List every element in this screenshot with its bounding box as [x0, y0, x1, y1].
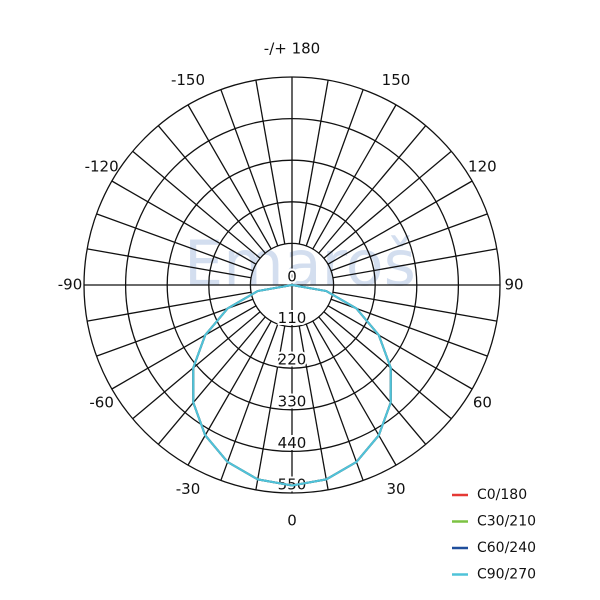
theta-tick-label: 120 [468, 158, 497, 176]
theta-tick-label: -30 [176, 480, 201, 498]
legend-label: C60/240 [477, 540, 536, 556]
curve [192, 284, 392, 487]
ring [83, 76, 501, 494]
r-tick-label: 440 [278, 434, 307, 452]
theta-tick-label: 0 [287, 512, 297, 530]
r-tick-label: 220 [278, 351, 307, 369]
theta-tick-label: 60 [473, 394, 492, 412]
r-tick-label: 330 [278, 392, 307, 410]
ring [208, 201, 376, 369]
theta-tick-label: 90 [504, 276, 523, 294]
r-tick-label: 110 [278, 309, 307, 327]
ring [124, 117, 460, 453]
legend-label: C0/180 [477, 487, 527, 503]
ring [166, 159, 418, 411]
theta-tick-label: -60 [89, 394, 114, 412]
ring [249, 242, 335, 328]
theta-tick-label: 150 [382, 71, 411, 89]
theta-tick-label: -90 [58, 276, 83, 294]
theta-tick-label: -120 [85, 158, 119, 176]
r-tick-label: 0 [287, 268, 297, 286]
theta-tick-label: -/+ 180 [264, 40, 320, 58]
legend-label: C30/210 [477, 514, 536, 530]
theta-tick-label: -150 [171, 71, 205, 89]
theta-tick-label: 30 [386, 480, 405, 498]
legend-label: C90/270 [477, 567, 536, 583]
